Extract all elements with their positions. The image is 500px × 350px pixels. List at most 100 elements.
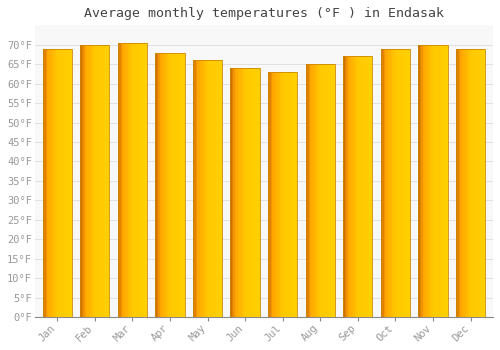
- Bar: [69, 49, 70, 317]
- Bar: [463, 49, 464, 317]
- Bar: [70, 49, 72, 317]
- Bar: [407, 49, 408, 317]
- Bar: [418, 45, 448, 317]
- Bar: [251, 68, 252, 317]
- Bar: [306, 64, 335, 317]
- Bar: [63, 49, 64, 317]
- Bar: [238, 68, 240, 317]
- Bar: [258, 68, 260, 317]
- Bar: [280, 72, 281, 317]
- Bar: [234, 68, 235, 317]
- Bar: [158, 52, 160, 317]
- Bar: [62, 49, 63, 317]
- Bar: [384, 49, 385, 317]
- Bar: [90, 45, 92, 317]
- Bar: [132, 43, 134, 317]
- Bar: [391, 49, 392, 317]
- Bar: [276, 72, 277, 317]
- Bar: [459, 49, 460, 317]
- Bar: [326, 64, 328, 317]
- Bar: [212, 60, 214, 317]
- Bar: [408, 49, 410, 317]
- Bar: [348, 56, 349, 317]
- Bar: [99, 45, 100, 317]
- Title: Average monthly temperatures (°F ) in Endasak: Average monthly temperatures (°F ) in En…: [84, 7, 444, 20]
- Bar: [220, 60, 222, 317]
- Bar: [400, 49, 401, 317]
- Bar: [287, 72, 288, 317]
- Bar: [46, 49, 47, 317]
- Bar: [385, 49, 386, 317]
- Bar: [350, 56, 352, 317]
- Bar: [313, 64, 314, 317]
- Bar: [480, 49, 481, 317]
- Bar: [257, 68, 258, 317]
- Bar: [358, 56, 360, 317]
- Bar: [50, 49, 51, 317]
- Bar: [245, 68, 246, 317]
- Bar: [281, 72, 282, 317]
- Bar: [254, 68, 256, 317]
- Bar: [456, 49, 485, 317]
- Bar: [439, 45, 440, 317]
- Bar: [424, 45, 426, 317]
- Bar: [440, 45, 442, 317]
- Bar: [106, 45, 108, 317]
- Bar: [382, 49, 384, 317]
- Bar: [362, 56, 364, 317]
- Bar: [131, 43, 132, 317]
- Bar: [446, 45, 448, 317]
- Bar: [56, 49, 58, 317]
- Bar: [173, 52, 174, 317]
- Bar: [432, 45, 433, 317]
- Bar: [193, 60, 222, 317]
- Bar: [174, 52, 176, 317]
- Bar: [128, 43, 130, 317]
- Bar: [444, 45, 446, 317]
- Bar: [427, 45, 428, 317]
- Bar: [366, 56, 368, 317]
- Bar: [160, 52, 161, 317]
- Bar: [343, 56, 372, 317]
- Bar: [244, 68, 245, 317]
- Bar: [388, 49, 390, 317]
- Bar: [458, 49, 459, 317]
- Bar: [208, 60, 209, 317]
- Bar: [474, 49, 475, 317]
- Bar: [360, 56, 362, 317]
- Bar: [47, 49, 48, 317]
- Bar: [230, 68, 260, 317]
- Bar: [268, 72, 270, 317]
- Bar: [468, 49, 469, 317]
- Bar: [484, 49, 485, 317]
- Bar: [349, 56, 350, 317]
- Bar: [282, 72, 284, 317]
- Bar: [324, 64, 326, 317]
- Bar: [68, 49, 69, 317]
- Bar: [270, 72, 271, 317]
- Bar: [54, 49, 56, 317]
- Bar: [456, 49, 458, 317]
- Bar: [118, 43, 119, 317]
- Bar: [330, 64, 332, 317]
- Bar: [172, 52, 173, 317]
- Bar: [355, 56, 356, 317]
- Bar: [286, 72, 287, 317]
- Bar: [214, 60, 215, 317]
- Bar: [442, 45, 443, 317]
- Bar: [268, 72, 298, 317]
- Bar: [371, 56, 372, 317]
- Bar: [478, 49, 480, 317]
- Bar: [52, 49, 53, 317]
- Bar: [96, 45, 98, 317]
- Bar: [354, 56, 355, 317]
- Bar: [319, 64, 320, 317]
- Bar: [178, 52, 179, 317]
- Bar: [296, 72, 298, 317]
- Bar: [290, 72, 292, 317]
- Bar: [462, 49, 463, 317]
- Bar: [250, 68, 251, 317]
- Bar: [156, 52, 157, 317]
- Bar: [396, 49, 397, 317]
- Bar: [370, 56, 371, 317]
